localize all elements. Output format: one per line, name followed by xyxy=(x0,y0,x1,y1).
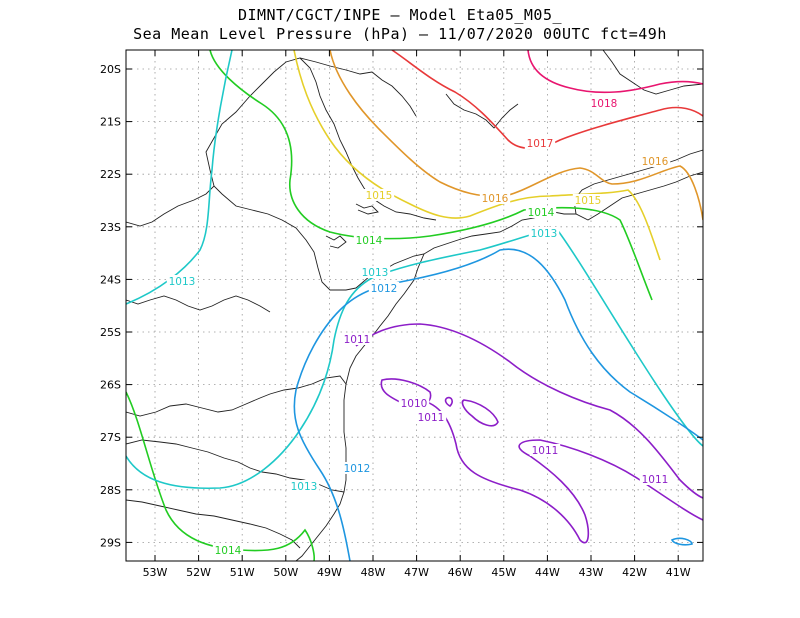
lat-tick-label: 25S xyxy=(100,326,121,339)
contour-label-bg xyxy=(212,544,244,556)
lon-tick-label: 41W xyxy=(666,566,691,579)
isobar-1012-cell xyxy=(670,537,693,546)
contour-label: 1016 xyxy=(482,193,509,205)
lat-tick-label: 21S xyxy=(100,116,121,129)
contour-label: 1014 xyxy=(215,545,242,557)
lon-tick-label: 51W xyxy=(230,566,255,579)
contour-label-bg xyxy=(479,192,511,204)
lon-tick-label: 47W xyxy=(404,566,429,579)
title-line-1: DIMNT/CGCT/INPE – Model Eta05_M05_ xyxy=(237,6,563,24)
contour-label: 1012 xyxy=(344,463,371,475)
contour-label: 1014 xyxy=(356,235,383,247)
contour-label: 1016 xyxy=(642,156,669,168)
contour-label-bg xyxy=(359,266,391,278)
map-frame xyxy=(125,49,704,562)
lat-tick-label: 24S xyxy=(100,273,121,286)
contour-label: 1018 xyxy=(591,98,618,110)
contour-label-bg xyxy=(363,189,395,201)
contour-label-bg xyxy=(528,227,560,239)
lat-tick-label: 27S xyxy=(100,431,121,444)
contour-label-bg xyxy=(524,137,556,149)
lon-tick-label: 52W xyxy=(186,566,211,579)
lat-tick-label: 23S xyxy=(100,221,121,234)
contour-label-bg xyxy=(368,282,400,294)
contour-label-bg xyxy=(398,397,430,409)
lon-tick-label: 46W xyxy=(448,566,473,579)
contour-label-bg xyxy=(288,480,320,492)
contour-label-bg xyxy=(166,275,198,287)
contour-label-bg xyxy=(415,411,447,423)
isobar-1018 xyxy=(527,50,703,94)
contour-label-bg xyxy=(639,155,671,167)
contour-label-bg xyxy=(588,97,620,109)
lat-tick-label: 28S xyxy=(100,484,121,497)
contour-label-bg xyxy=(572,194,604,206)
lon-tick-label: 49W xyxy=(317,566,342,579)
contour-label: 1013 xyxy=(291,481,318,493)
contour-label-bg xyxy=(341,333,373,345)
lon-tick-label: 53W xyxy=(143,566,168,579)
title-line-2: Sea Mean Level Pressure (hPa) – 11/07/20… xyxy=(133,25,667,43)
lon-tick-label: 50W xyxy=(273,566,298,579)
contour-label: 1011 xyxy=(532,445,559,457)
contour-label: 1014 xyxy=(528,207,555,219)
isobar-1011-main xyxy=(355,323,703,499)
contour-label: 1015 xyxy=(575,195,602,207)
contour-label: 1013 xyxy=(362,267,389,279)
isobar-1013-west xyxy=(126,50,233,305)
coastline-and-borders xyxy=(126,50,703,561)
contour-label: 1011 xyxy=(344,334,371,346)
contour-label: 1013 xyxy=(169,276,196,288)
isobar-1016-west xyxy=(329,50,703,221)
lon-tick-label: 42W xyxy=(622,566,647,579)
isobar-1011-tongue xyxy=(419,399,703,544)
lat-tick-label: 29S xyxy=(100,536,121,549)
latitude-ticks: 20S 21S 22S 23S 24S 25S 26S 27S 28S 29S xyxy=(100,63,703,549)
lon-tick-label: 44W xyxy=(535,566,560,579)
contour-label-bg xyxy=(529,444,561,456)
contour-label: 1010 xyxy=(401,398,428,410)
contour-label: 1011 xyxy=(642,474,669,486)
contour-label: 1012 xyxy=(371,283,398,295)
isobar-1013-east xyxy=(126,227,703,490)
isobar-1015 xyxy=(293,50,661,261)
contour-label: 1017 xyxy=(527,138,554,150)
contour-label: 1015 xyxy=(366,190,393,202)
isobar-1012 xyxy=(293,248,703,561)
contour-label-bg xyxy=(353,234,385,246)
contour-label-bg xyxy=(639,473,671,485)
lat-tick-label: 20S xyxy=(100,63,121,76)
contour-label: 1011 xyxy=(418,412,445,424)
lon-tick-label: 43W xyxy=(579,566,604,579)
isobar-1011-dot xyxy=(444,396,453,407)
contour-label-bg xyxy=(341,462,373,474)
lon-tick-label: 45W xyxy=(491,566,516,579)
longitude-ticks: 53W 52W 51W 50W 49W 48W 47W 46W 45W 44W 43W 42W 41W xyxy=(143,50,691,579)
lon-tick-label: 48W xyxy=(361,566,386,579)
lat-tick-label: 22S xyxy=(100,168,121,181)
contour-label: 1013 xyxy=(531,228,558,240)
lat-tick-label: 26S xyxy=(100,379,121,392)
contour-label-bg xyxy=(525,206,557,218)
isobar-1011-cell xyxy=(461,399,499,427)
isobar-1014-north xyxy=(209,50,653,301)
